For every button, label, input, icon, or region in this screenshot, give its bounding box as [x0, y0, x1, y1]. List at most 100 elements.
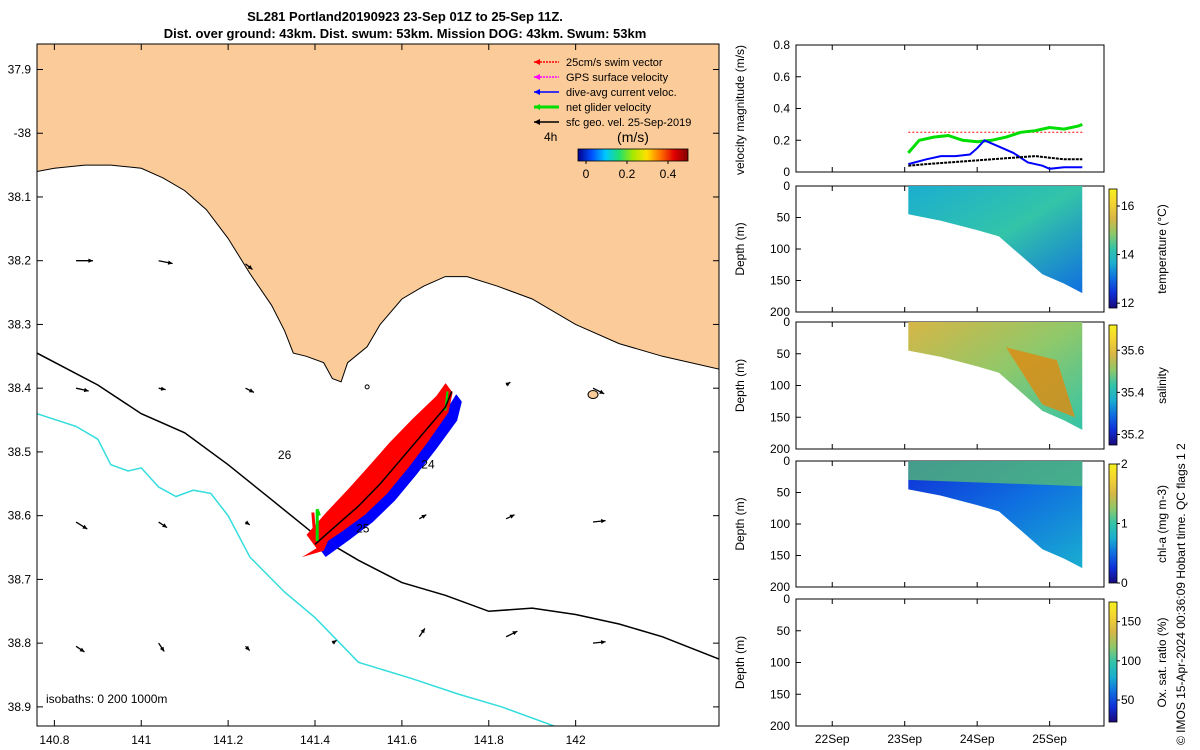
- depth-tick-label: 150: [770, 274, 790, 288]
- section-curtain: [908, 186, 1083, 294]
- day-tick-label: 25Sep: [1032, 732, 1067, 746]
- speed-colorbar-prefix: 4h: [544, 130, 557, 144]
- colorbar-label: Ox. sat. ratio (%): [1155, 617, 1169, 707]
- colorbar-label: salinity: [1155, 367, 1169, 404]
- depth-tick-label: 150: [770, 687, 790, 701]
- colorbar-tick-label: 35.2: [1121, 427, 1145, 441]
- colorbar-tick-label: 1: [1121, 517, 1128, 531]
- colorbar-tick-label: 100: [1121, 654, 1141, 668]
- colorbar-tick-label: 50: [1121, 693, 1135, 707]
- legend-label: dive-avg current veloc.: [566, 87, 677, 99]
- depth-tick-label: 100: [770, 517, 790, 531]
- geo-vector-head: [331, 640, 337, 645]
- speed-colorbar: 4h (m/s) 0 0.2 0.4: [544, 129, 689, 181]
- geo-vector: [158, 521, 168, 529]
- legend-entry: sfc geo. vel. 25-Sep-2019: [534, 117, 691, 129]
- depth-tick-label: 0: [783, 315, 790, 329]
- depth-tick-label: 100: [770, 656, 790, 670]
- salinity-panel: 0 50 100 150 200 Depth (m) 35.2 35.4 35.6 salinit…: [733, 315, 1169, 456]
- speed-colorbar-gradient: [577, 148, 689, 162]
- y-tick-label: 0.4: [773, 102, 790, 116]
- colorbar-tick-label: 150: [1121, 615, 1141, 629]
- colorbar: [1108, 463, 1118, 584]
- depth-tick-label: 150: [770, 549, 790, 563]
- isobath-note: isobaths: 0 200 1000m: [46, 692, 167, 706]
- legend-entry: dive-avg current veloc.: [534, 87, 677, 99]
- geo-vector-head: [512, 631, 518, 636]
- y-tick-label: 38.8: [8, 636, 32, 650]
- velocity-series-net_velocity: [907, 123, 1083, 154]
- glider-track: [301, 383, 462, 558]
- y-tick-label: 38.7: [8, 572, 32, 586]
- legend-arrowhead: [534, 59, 540, 65]
- temperature-panel: 0 50 100 150 200 Depth (m) 12 14 16 temperature (…: [733, 179, 1169, 319]
- geo-vector-head: [600, 519, 606, 524]
- geo-vector-head: [599, 389, 605, 394]
- velocity-panel: 0 0.2 0.4 0.6 0.8 velocity magnitude (m/s): [733, 38, 1105, 179]
- map-frame: [36, 43, 720, 727]
- y-tick-label: 38.2: [8, 254, 32, 268]
- depth-tick-label: 50: [777, 486, 791, 500]
- geo-vector-head: [505, 382, 511, 387]
- geo-vector-head: [244, 520, 250, 525]
- geo-vector: [331, 639, 337, 645]
- geo-vector-head: [248, 388, 254, 393]
- day-label: 26: [278, 448, 292, 462]
- depth-tick-label: 200: [770, 305, 790, 319]
- legend-label: 25cm/s swim vector: [566, 57, 663, 69]
- depth-tick-label: 200: [770, 580, 790, 594]
- x-tick-label: 141.2: [213, 733, 243, 747]
- section-curtain: [908, 322, 1083, 430]
- legend-label: GPS surface velocity: [566, 72, 669, 84]
- colorbar-tick-label: 0: [583, 167, 590, 181]
- day-label: 24: [421, 458, 435, 472]
- geo-vector-head: [160, 386, 166, 391]
- legend-entry: GPS surface velocity: [534, 72, 669, 84]
- title-line-1: SL281 Portland20190923 23-Sep 01Z to 25-…: [247, 9, 563, 24]
- map-y-ticks: 37.9 -38 38.1 38.2 38.3 38.4 38.5 38.6 38.7 38.8 3…: [8, 62, 719, 714]
- velocity-series-geo_velocity: [908, 155, 1083, 167]
- colorbar: [1108, 601, 1118, 723]
- swim-vector-tail: [301, 541, 329, 558]
- legend-arrowhead: [534, 104, 540, 110]
- x-tick-label: 141: [131, 733, 151, 747]
- day-tick-label: 24Sep: [960, 732, 995, 746]
- salinity-high-core: [1006, 347, 1076, 418]
- depth-tick-label: 200: [770, 442, 790, 456]
- legend-arrowhead: [534, 119, 540, 125]
- geo-vector: [505, 381, 511, 387]
- colorbar-tick-label: 0.4: [660, 167, 677, 181]
- legend-entry: net glider velocity: [534, 102, 651, 114]
- geo-vector-head: [79, 647, 85, 652]
- geo-vector-head: [162, 523, 167, 528]
- colorbar-tick-label: 35.4: [1121, 385, 1145, 399]
- island: [587, 390, 599, 400]
- map-legend: 25cm/s swim vector GPS surface velocity di…: [534, 57, 691, 129]
- map-x-ticks: 140.8 141 141.2 141.4 141.6 141.8 142: [39, 44, 586, 747]
- geo-vector: [245, 263, 253, 271]
- colorbar: [1108, 188, 1118, 309]
- geo-vector: [505, 630, 518, 638]
- swim-vector-swath: [306, 383, 453, 549]
- colorbar-tick-label: 0.2: [619, 167, 636, 181]
- geo-vector: [158, 260, 173, 265]
- depth-ylabel: Depth (m): [733, 497, 747, 550]
- y-tick-label: 38.6: [8, 509, 32, 523]
- colorbar-tick-label: 16: [1121, 199, 1135, 213]
- map-panel: 140.8 141 141.2 141.4 141.6 141.8 142 37.9-383…: [8, 43, 720, 747]
- geo-vector-head: [245, 645, 250, 651]
- panel-frame: [795, 44, 1105, 173]
- land-mass: [37, 44, 719, 383]
- geo-vector: [592, 640, 606, 645]
- geo-vector-head: [421, 514, 427, 519]
- y-tick-label: 38.5: [8, 445, 32, 459]
- legend-arrowhead: [534, 89, 540, 95]
- isobath-200m: [37, 352, 719, 660]
- geo-vector: [75, 387, 89, 393]
- legend-label: net glider velocity: [566, 102, 651, 114]
- track-line: [314, 391, 453, 545]
- geo-vector: [592, 387, 605, 395]
- y-tick-label: 0.6: [773, 70, 790, 84]
- depth-tick-label: 100: [770, 242, 790, 256]
